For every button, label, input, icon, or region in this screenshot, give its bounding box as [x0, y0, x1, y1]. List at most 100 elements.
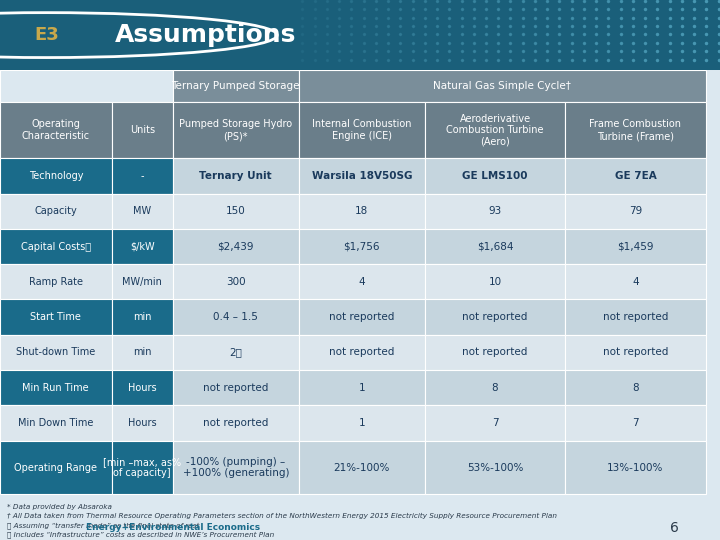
Text: Ternary Pumped Storage: Ternary Pumped Storage	[171, 81, 300, 91]
Text: not reported: not reported	[462, 347, 528, 357]
Text: ᵜ Assuming “transfer mode” as the final state of rest: ᵜ Assuming “transfer mode” as the final …	[7, 522, 199, 529]
FancyBboxPatch shape	[0, 0, 720, 70]
Text: MW: MW	[133, 206, 151, 217]
Bar	[425, 370, 565, 406]
Bar	[0, 406, 112, 441]
Bar	[565, 406, 706, 441]
Bar	[173, 335, 299, 370]
Bar	[565, 300, 706, 335]
Text: 8: 8	[632, 383, 639, 393]
Bar	[112, 335, 173, 370]
Text: Min Run Time: Min Run Time	[22, 383, 89, 393]
Text: Ramp Rate: Ramp Rate	[29, 277, 83, 287]
Text: E3: E3	[35, 26, 59, 44]
Text: ᵜ Includes “Infrastructure” costs as described in NWE’s Procurement Plan: ᵜ Includes “Infrastructure” costs as des…	[7, 531, 274, 538]
Text: 150: 150	[226, 206, 246, 217]
Bar	[173, 102, 299, 158]
Text: Energy+Environmental Economics: Energy+Environmental Economics	[86, 523, 261, 532]
Text: 0.4 – 1.5: 0.4 – 1.5	[213, 312, 258, 322]
Text: 1: 1	[359, 418, 365, 428]
Text: 2ᵜ: 2ᵜ	[230, 347, 242, 357]
Text: 93: 93	[488, 206, 502, 217]
Bar	[112, 229, 173, 264]
Text: GE 7EA: GE 7EA	[615, 171, 656, 181]
Bar	[299, 406, 425, 441]
Bar	[425, 264, 565, 300]
Text: Operating Range: Operating Range	[14, 463, 97, 472]
Text: not reported: not reported	[603, 312, 668, 322]
Text: Capital Costsᵜ: Capital Costsᵜ	[21, 241, 91, 252]
Bar	[173, 264, 299, 300]
Bar	[173, 441, 299, 495]
Bar	[112, 102, 173, 158]
Text: $/kW: $/kW	[130, 241, 155, 252]
Bar	[173, 406, 299, 441]
Text: Operating
Characteristic: Operating Characteristic	[22, 119, 90, 141]
Bar	[112, 300, 173, 335]
Text: min: min	[133, 347, 151, 357]
Text: 4: 4	[632, 277, 639, 287]
Bar	[0, 194, 112, 229]
Bar	[299, 335, 425, 370]
Bar	[0, 370, 112, 406]
Bar	[173, 194, 299, 229]
Text: GE LMS100: GE LMS100	[462, 171, 528, 181]
Text: -: -	[140, 171, 144, 181]
Text: Hours: Hours	[128, 418, 156, 428]
Bar	[299, 194, 425, 229]
Text: [min –max, as%
of capacity]: [min –max, as% of capacity]	[103, 457, 181, 478]
Bar	[173, 370, 299, 406]
Bar	[425, 406, 565, 441]
Bar	[173, 70, 299, 102]
Bar	[565, 441, 706, 495]
Text: 79: 79	[629, 206, 642, 217]
Text: 4: 4	[359, 277, 365, 287]
Text: Units: Units	[130, 125, 155, 135]
Bar	[0, 158, 112, 194]
Text: Min Down Time: Min Down Time	[18, 418, 94, 428]
Bar	[173, 229, 299, 264]
Bar	[112, 441, 173, 495]
Text: not reported: not reported	[329, 312, 395, 322]
Text: Hours: Hours	[128, 383, 156, 393]
Text: 21%-100%: 21%-100%	[333, 463, 390, 472]
Bar	[112, 194, 173, 229]
Text: 1: 1	[359, 383, 365, 393]
Bar	[299, 300, 425, 335]
Text: -100% (pumping) –
+100% (generating): -100% (pumping) – +100% (generating)	[183, 457, 289, 478]
Text: not reported: not reported	[603, 347, 668, 357]
Bar	[0, 229, 112, 264]
Bar	[112, 370, 173, 406]
Text: Aeroderivative
Combustion Turbine
(Aero): Aeroderivative Combustion Turbine (Aero)	[446, 113, 544, 147]
Bar	[299, 370, 425, 406]
Text: 10: 10	[488, 277, 502, 287]
Text: 13%-100%: 13%-100%	[607, 463, 664, 472]
Bar	[425, 335, 565, 370]
Bar	[299, 264, 425, 300]
Text: not reported: not reported	[203, 383, 269, 393]
Bar	[112, 158, 173, 194]
Bar	[425, 194, 565, 229]
Text: not reported: not reported	[203, 418, 269, 428]
Bar	[173, 158, 299, 194]
Text: $2,439: $2,439	[217, 241, 254, 252]
Bar	[0, 102, 112, 158]
Text: 53%-100%: 53%-100%	[467, 463, 523, 472]
Text: not reported: not reported	[329, 347, 395, 357]
Bar	[299, 229, 425, 264]
Text: 18: 18	[355, 206, 369, 217]
Text: Assumptions: Assumptions	[115, 23, 297, 47]
Bar	[565, 194, 706, 229]
Bar	[299, 158, 425, 194]
Text: 7: 7	[492, 418, 498, 428]
Text: 7: 7	[632, 418, 639, 428]
Bar	[425, 158, 565, 194]
Bar	[299, 441, 425, 495]
Bar	[173, 300, 299, 335]
Text: † All Data taken from Thermal Resource Operating Parameters section of the North: † All Data taken from Thermal Resource O…	[7, 513, 557, 519]
Bar	[565, 229, 706, 264]
Bar	[112, 406, 173, 441]
Text: Technology: Technology	[29, 171, 83, 181]
Bar	[299, 70, 706, 102]
Bar	[565, 102, 706, 158]
